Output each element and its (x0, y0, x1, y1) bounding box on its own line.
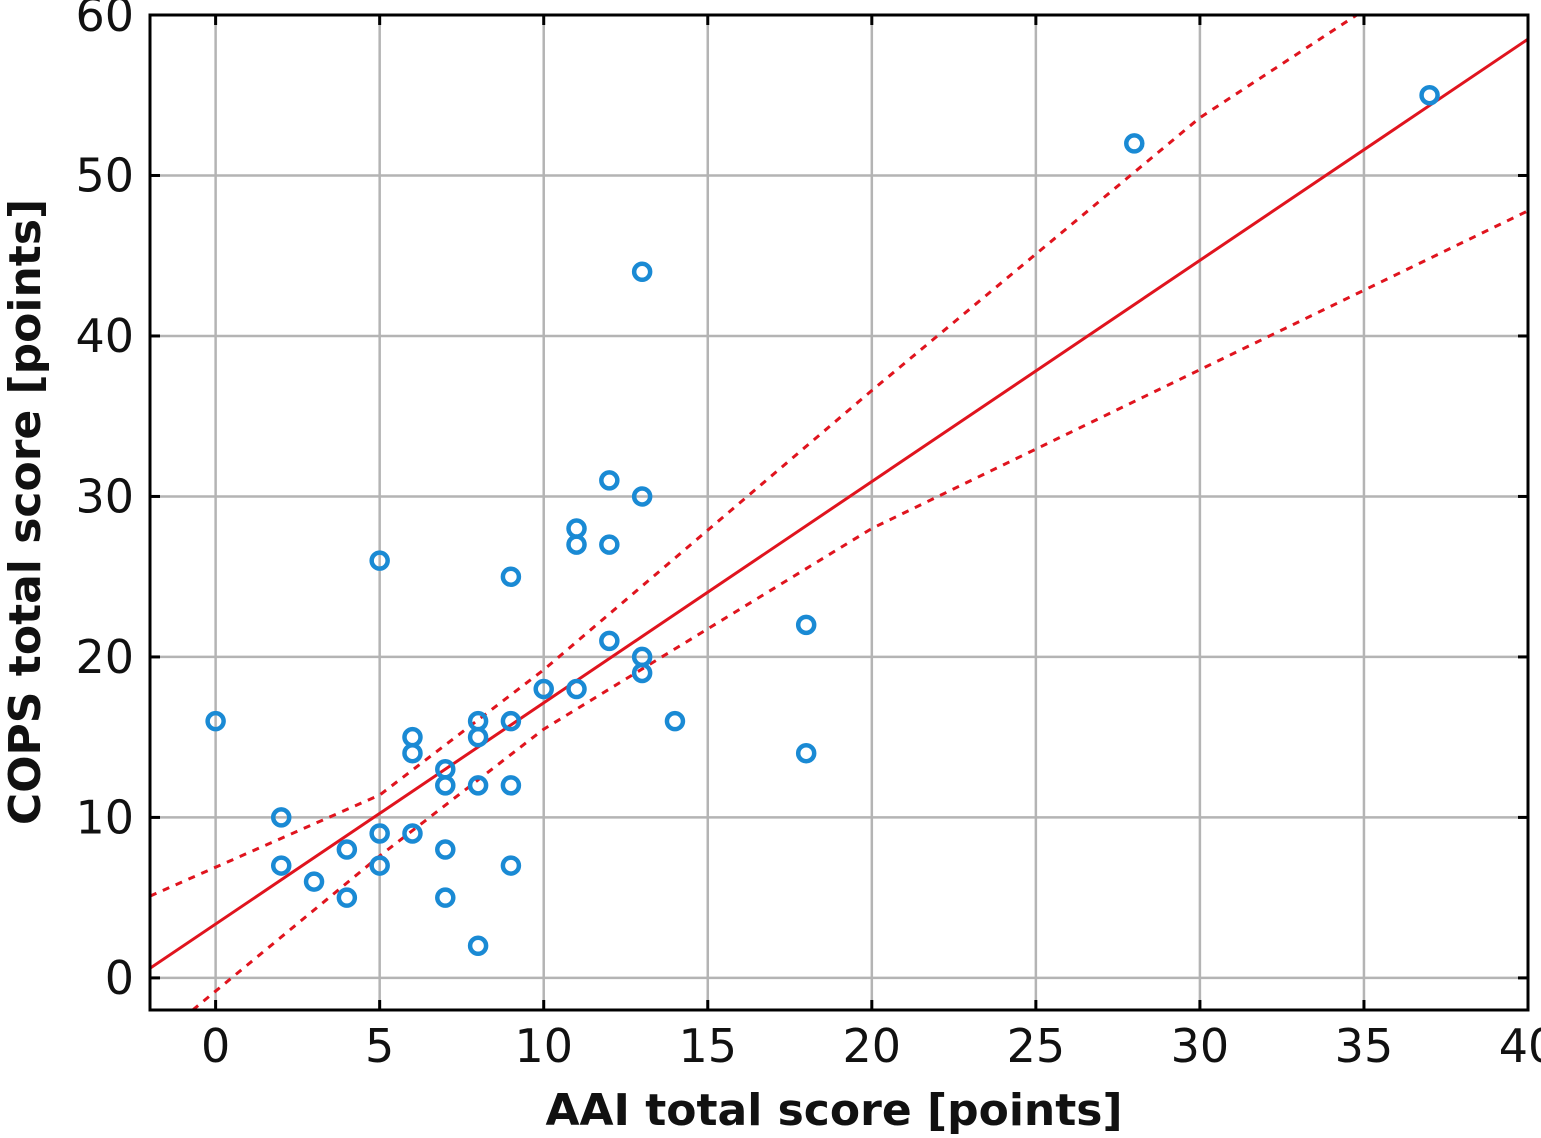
x-tick-label: 10 (514, 1019, 573, 1073)
x-tick-label: 5 (365, 1019, 394, 1073)
data-point (500, 710, 522, 732)
y-tick-label: 40 (75, 309, 134, 363)
y-tick-label: 20 (75, 630, 134, 684)
x-tick-labels: 0 5 10 15 20 25 30 35 40 (201, 1019, 1541, 1073)
y-axis-title: COPS total score [points] (0, 199, 51, 825)
data-point (1124, 133, 1145, 154)
data-point (270, 855, 292, 876)
x-tick-label: 20 (843, 1019, 902, 1073)
data-point (533, 678, 554, 700)
y-tick-label: 60 (75, 0, 134, 42)
data-point (435, 775, 456, 796)
data-point (795, 742, 817, 764)
y-tick-label: 50 (75, 148, 134, 202)
data-point (599, 630, 620, 652)
data-point (500, 775, 522, 796)
data-point (467, 935, 489, 957)
data-point (336, 839, 358, 860)
x-tick-label: 0 (201, 1019, 230, 1073)
data-point (402, 726, 423, 748)
data-point (205, 710, 226, 732)
y-tick-labels: 0 10 20 30 40 50 60 (75, 0, 134, 1005)
x-tick-label: 15 (678, 1019, 737, 1073)
x-tick-label: 30 (1171, 1019, 1230, 1073)
data-point (467, 726, 489, 748)
data-point (631, 261, 653, 283)
data-point (566, 678, 587, 700)
y-tick-label: 30 (75, 469, 134, 523)
gridlines (150, 13, 1530, 1010)
y-tick-label: 10 (75, 790, 134, 844)
data-point (402, 823, 423, 844)
data-point (467, 710, 489, 732)
data-point (1419, 84, 1440, 106)
data-point (369, 855, 390, 876)
plot-frame (148, 13, 1530, 1012)
data-point (270, 807, 292, 828)
data-point (566, 534, 587, 555)
data-point (303, 871, 325, 892)
fit-lines (150, 15, 1528, 1010)
data-point (435, 887, 456, 908)
x-tick-label: 25 (1007, 1019, 1066, 1073)
x-tick-label: 35 (1335, 1019, 1394, 1073)
data-point (631, 662, 653, 684)
data-point (435, 839, 456, 860)
data-point (336, 887, 358, 908)
data-point (369, 823, 390, 844)
data-point (795, 614, 817, 636)
x-tick-label: 40 (1499, 1019, 1541, 1073)
data-point (599, 534, 620, 555)
lower-confidence-band (191, 209, 1528, 1010)
data-point (599, 470, 620, 491)
y-tick-label: 0 (105, 951, 134, 1005)
data-point (500, 566, 522, 587)
x-axis-title: AAI total score [points] (545, 1085, 1122, 1136)
data-point (369, 550, 390, 571)
data-point (566, 518, 587, 539)
data-point (402, 742, 423, 764)
data-point (500, 855, 522, 876)
data-point (631, 486, 653, 507)
upper-confidence-band (150, 15, 1360, 898)
data-point (467, 775, 489, 796)
regression-line (150, 37, 1528, 970)
data-points (205, 84, 1440, 957)
axis-ticks (150, 13, 1530, 1010)
data-point (664, 710, 686, 732)
